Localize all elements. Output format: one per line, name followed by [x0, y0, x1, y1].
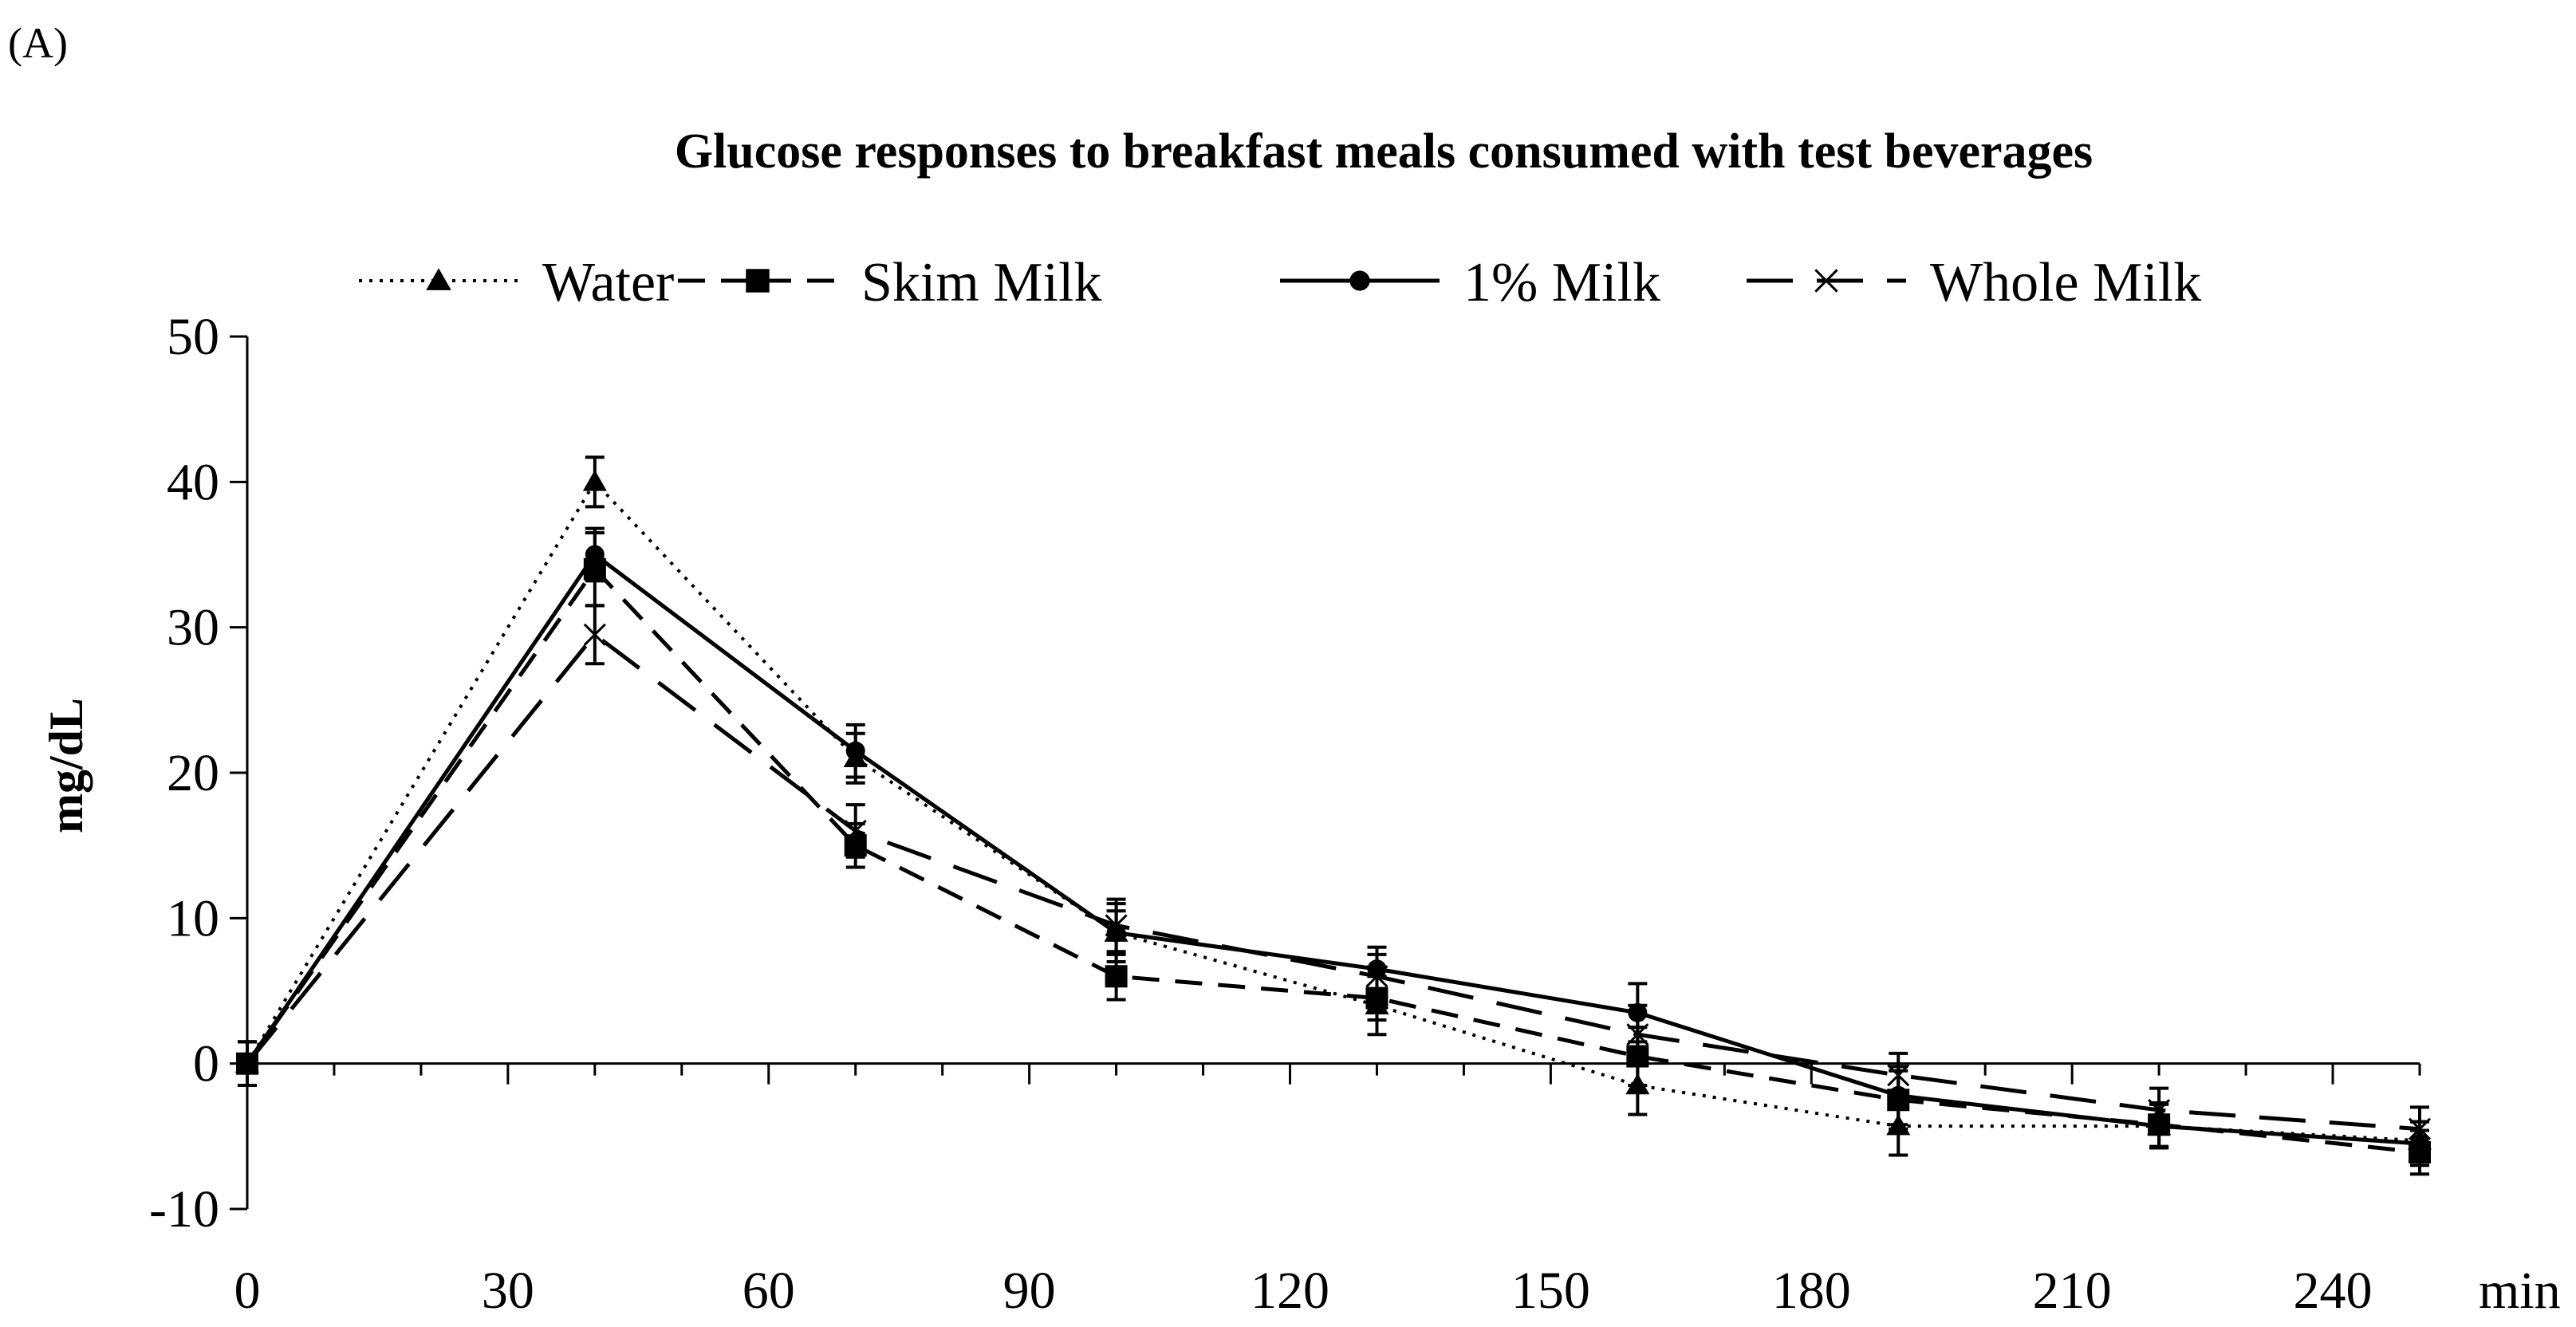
y-tick-label: 50	[167, 308, 219, 366]
x-tick-label: 120	[1251, 1262, 1329, 1320]
chart-legend: Water Skim Milk 1% Milk Whole Milk	[359, 252, 2201, 313]
chart-title: Glucose responses to breakfast meals con…	[675, 124, 2093, 179]
data-point-whole-milk	[235, 1052, 259, 1075]
data-point-whole-milk	[844, 819, 867, 842]
y-tick-label: 20	[167, 744, 219, 802]
legend-label-1pct-milk: 1% Milk	[1463, 252, 1660, 313]
data-point-whole-milk	[583, 623, 606, 646]
series-whole-milk	[235, 604, 2432, 1153]
x-tick-label: 150	[1511, 1262, 1590, 1320]
x-axis-unit-label: min	[2479, 1262, 2561, 1320]
x-tick-label: 60	[742, 1262, 795, 1320]
legend-marker-skim-milk	[746, 269, 770, 293]
data-point-whole-milk	[1887, 1064, 1910, 1087]
x-tick-label: 210	[2033, 1262, 2112, 1320]
series-water	[235, 455, 2432, 1162]
legend-marker-water	[426, 268, 451, 290]
y-tick-label: -10	[149, 1180, 219, 1238]
data-point-whole-milk	[2408, 1117, 2432, 1140]
panel-label: (A)	[8, 19, 68, 67]
series-1pct-milk	[238, 526, 2429, 1168]
y-tick-label: 40	[167, 453, 219, 511]
legend-label-water: Water	[542, 252, 674, 313]
data-point-skim-milk	[1105, 965, 1128, 988]
y-axis: -10 0 10 20 30 40 50	[149, 308, 249, 1238]
data-point-whole-milk	[2148, 1098, 2171, 1122]
x-tick-label: 90	[1003, 1262, 1056, 1320]
data-point-1pct-milk	[845, 741, 865, 761]
legend-item-skim-milk: Skim Milk	[678, 252, 1101, 313]
legend-item-water: Water	[359, 252, 674, 313]
x-tick-label: 240	[2294, 1262, 2373, 1320]
y-axis-label: mg/dL	[40, 698, 93, 833]
data-point-1pct-milk	[585, 545, 605, 565]
legend-item-whole-milk: Whole Milk	[1747, 252, 2201, 313]
legend-marker-whole-milk	[1814, 269, 1838, 293]
data-point-whole-milk	[1105, 914, 1128, 937]
series-line-whole-milk	[246, 632, 2420, 1132]
legend-marker-1pct-milk	[1349, 270, 1370, 291]
data-point-whole-milk	[1365, 965, 1388, 988]
data-point-water	[582, 470, 607, 491]
legend-label-skim-milk: Skim Milk	[861, 252, 1101, 313]
legend-label-whole-milk: Whole Milk	[1930, 252, 2201, 313]
x-tick-label: 0	[234, 1262, 261, 1320]
series-line-1pct-milk	[245, 553, 2420, 1146]
x-axis: 0 30 60 90 120 150 180 210 240	[234, 1062, 2421, 1320]
series-line-skim-milk	[245, 567, 2420, 1155]
series-skim-milk	[236, 531, 2431, 1176]
y-tick-label: 10	[167, 889, 219, 947]
series-line-water	[246, 480, 2420, 1143]
x-tick-label: 30	[482, 1262, 534, 1320]
data-point-whole-milk	[1626, 1023, 1649, 1046]
series-layer	[235, 455, 2432, 1176]
y-tick-label: 0	[193, 1035, 219, 1093]
x-tick-label: 180	[1772, 1262, 1851, 1320]
y-tick-label: 30	[167, 599, 219, 657]
legend-item-1pct-milk: 1% Milk	[1280, 252, 1660, 313]
